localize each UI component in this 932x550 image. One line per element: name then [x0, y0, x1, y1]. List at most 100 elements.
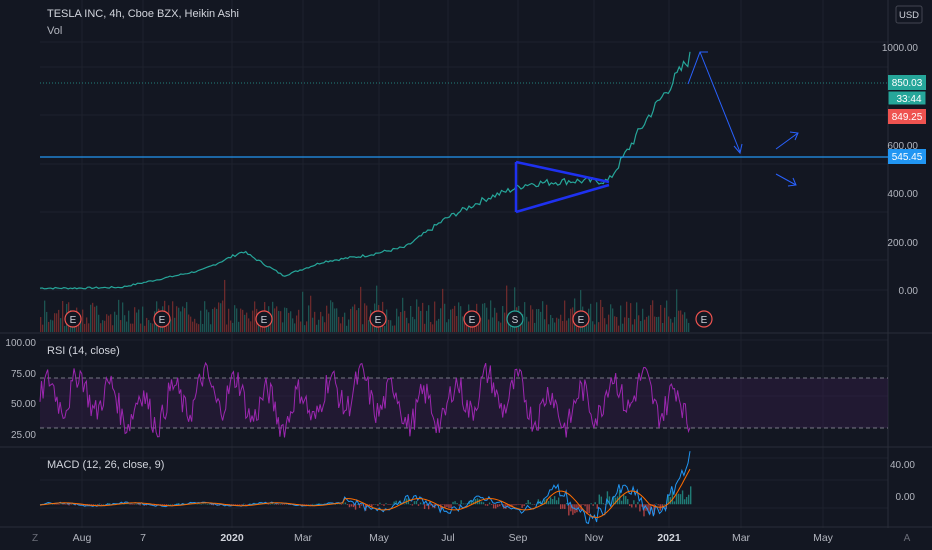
volume-bar: [604, 318, 606, 332]
event-marker-letter: E: [469, 315, 476, 326]
macd-hist-bar: [553, 496, 556, 505]
time-tick: Aug: [73, 532, 92, 544]
volume-bar: [414, 319, 416, 332]
macd-hist-bar: [570, 504, 572, 512]
volume-bar: [304, 325, 306, 332]
rsi-axis[interactable]: 100.00 75.00 50.00 25.00: [5, 338, 36, 441]
volume-bar: [420, 310, 422, 332]
volume-bar: [602, 307, 604, 332]
event-marker[interactable]: S: [506, 310, 524, 328]
macd-hist-bar: [239, 504, 241, 505]
time-axis[interactable]: Z Aug 7 2020 Mar May Jul Sep Nov 2021 Ma…: [32, 532, 911, 544]
macd-hist-bar: [655, 503, 657, 505]
macd-hist-bar: [507, 504, 509, 507]
macd-hist-bar: [425, 504, 428, 506]
macd-hist-bar: [285, 504, 288, 505]
macd-hist-bar: [60, 503, 62, 505]
macd-hist-bar: [488, 502, 491, 505]
volume-bar: [484, 303, 486, 332]
volume-bar: [112, 325, 114, 332]
volume-bar: [672, 322, 674, 332]
macd-hist-bar: [683, 499, 686, 505]
macd-hist-bar: [629, 504, 631, 506]
macd-axis[interactable]: 40.00 0.00: [890, 460, 915, 503]
volume-bar: [568, 318, 570, 332]
macd-hist-bar: [675, 494, 678, 505]
volume-bar: [462, 316, 464, 332]
macd-hist-bar: [413, 501, 416, 505]
macd-hist-bar: [588, 504, 590, 514]
macd-hist-bar: [533, 504, 535, 505]
volume-bar: [390, 320, 392, 332]
volume-bar: [220, 303, 222, 332]
volume-bar: [144, 325, 146, 332]
auto-scale-icon[interactable]: A: [904, 533, 911, 544]
currency-button[interactable]: [895, 5, 923, 24]
macd-hist-bar: [564, 504, 566, 509]
volume-bar: [644, 319, 646, 332]
volume-bar: [166, 321, 168, 332]
level-badge[interactable]: [888, 149, 926, 164]
macd-hist-bar: [525, 503, 527, 505]
event-marker-letter: E: [70, 315, 77, 326]
macd-hist-bar: [446, 504, 448, 507]
event-marker[interactable]: E: [572, 310, 590, 328]
volume-bar: [296, 315, 298, 332]
volume-bar: [150, 322, 152, 332]
volume-bar: [336, 308, 338, 332]
macd-hist-bar: [649, 504, 651, 515]
macd-hist-bar: [72, 504, 74, 505]
price-axis[interactable]: 1000.00 600.00 400.00 200.00 0.00: [882, 43, 919, 297]
volume-bar: [532, 309, 534, 332]
macd-hist-bar: [100, 504, 103, 505]
macd-hist-bar: [68, 504, 70, 506]
volume-bar: [494, 307, 496, 332]
volume-bar: [646, 316, 648, 332]
macd-hist-bar: [277, 504, 280, 505]
event-marker-letter: E: [578, 315, 585, 326]
triangle-drawing[interactable]: [514, 160, 610, 214]
volume-bar: [188, 314, 190, 332]
macd-hist-bar: [70, 504, 72, 505]
macd-hist-bar: [275, 504, 278, 505]
macd-hist-bar: [448, 504, 450, 509]
macd-hist-bar: [657, 504, 659, 506]
volume-bar: [514, 287, 516, 332]
macd-hist-bar: [369, 504, 371, 506]
macd-hist-bar: [600, 496, 603, 505]
volume-bar: [590, 303, 592, 332]
event-marker[interactable]: E: [153, 310, 171, 328]
event-marker[interactable]: E: [369, 310, 387, 328]
macd-hist-bar: [204, 503, 206, 505]
volume-bar: [548, 324, 550, 332]
rsi-tick: 50.00: [11, 399, 36, 410]
volume-bar: [444, 303, 446, 332]
time-tick: Sep: [509, 532, 528, 544]
price-series: [39, 51, 691, 290]
volume-bar: [176, 306, 178, 332]
event-marker[interactable]: E: [463, 310, 481, 328]
volume-bar: [664, 307, 666, 332]
volume-bar: [170, 319, 172, 332]
event-marker[interactable]: E: [64, 310, 82, 328]
event-marker[interactable]: E: [255, 310, 273, 328]
volume-bar: [62, 301, 64, 332]
event-marker[interactable]: E: [695, 310, 713, 328]
volume-bar: [534, 322, 536, 332]
volume-bar: [598, 322, 600, 332]
projection-arrows[interactable]: [687, 51, 799, 187]
volume-bar: [180, 311, 182, 332]
volume-bar: [90, 304, 92, 332]
volume-bar: [338, 316, 340, 332]
volume-bar: [684, 312, 686, 332]
macd-hist-bar: [269, 504, 271, 505]
macd-hist-bar: [308, 504, 310, 505]
macd-hist-bar: [685, 496, 688, 505]
volume-bar: [120, 320, 122, 332]
zoom-icon[interactable]: Z: [32, 533, 38, 544]
macd-hist-bar: [340, 504, 343, 505]
macd-hist-bar: [618, 489, 621, 505]
countdown-badge: [887, 90, 927, 106]
volume-bar: [42, 324, 44, 332]
